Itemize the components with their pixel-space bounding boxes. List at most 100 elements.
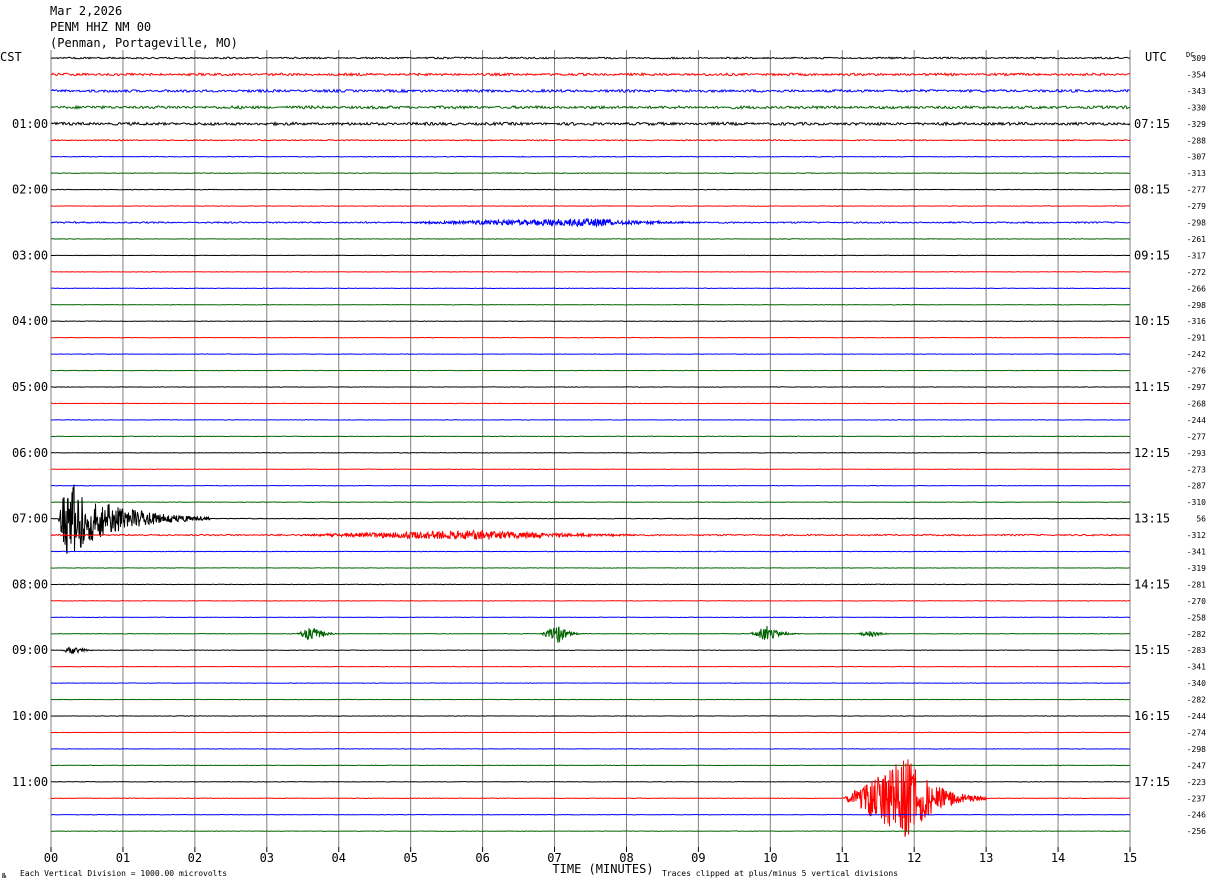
dc-offset-label: -282 xyxy=(1187,630,1206,639)
x-tick-label: 06 xyxy=(475,851,489,865)
dc-offset-label: -283 xyxy=(1187,646,1206,655)
x-tick-label: 00 xyxy=(44,851,58,865)
x-tick-label: 04 xyxy=(332,851,346,865)
trace-line xyxy=(50,698,1131,701)
trace-line xyxy=(50,748,1131,750)
trace-line xyxy=(50,88,1131,94)
utc-hour-label: 10:15 xyxy=(1134,314,1170,328)
dc-offset-label: -319 xyxy=(1187,564,1206,573)
dc-offset-label: -223 xyxy=(1187,778,1206,787)
trace-line xyxy=(50,104,1131,111)
dc-offset-label: -246 xyxy=(1187,811,1206,820)
x-tick-label: 02 xyxy=(188,851,202,865)
dc-offset-label: -287 xyxy=(1187,482,1206,491)
axis-labels: 00 01 02 03 04 05 06 07 08 09 10 11 12 13 14 15 309 -354 -… xyxy=(12,54,1206,865)
dc-offset-label: -261 xyxy=(1187,235,1206,244)
x-tick-label: 14 xyxy=(1051,851,1065,865)
dc-offset-label: -277 xyxy=(1187,186,1206,195)
trace-line xyxy=(50,120,1131,127)
utc-hour-label: 15:15 xyxy=(1134,643,1170,657)
dc-offset-label: -343 xyxy=(1187,87,1206,96)
utc-hour-label: 11:15 xyxy=(1134,380,1170,394)
dc-offset-label: -266 xyxy=(1187,284,1206,293)
dc-offset-label: -341 xyxy=(1187,548,1206,557)
utc-axis-label: UTC xyxy=(1145,50,1167,64)
cst-hour-label: 09:00 xyxy=(12,643,48,657)
x-tick-label: 05 xyxy=(403,851,417,865)
record-date: Mar 2,2026 xyxy=(50,4,123,18)
dc-offset-label: -244 xyxy=(1187,712,1206,721)
x-tick-label: 08 xyxy=(619,851,633,865)
trace-line xyxy=(50,155,1131,158)
trace-line xyxy=(50,813,1131,816)
cst-hour-label: 06:00 xyxy=(12,446,48,460)
trace-line xyxy=(50,287,1131,290)
trace-line xyxy=(50,781,1131,783)
dc-offset-label: -298 xyxy=(1187,745,1206,754)
dc-offset-label: -317 xyxy=(1187,251,1206,260)
dc-offset-label: -281 xyxy=(1187,580,1206,589)
utc-hour-label: 12:15 xyxy=(1134,446,1170,460)
trace-line xyxy=(50,56,1131,60)
dc-offset-label: -276 xyxy=(1187,367,1206,376)
dc-offset-label: -298 xyxy=(1187,219,1206,228)
trace-line xyxy=(50,665,1131,668)
trace-line xyxy=(50,172,1131,175)
cst-hour-label: 03:00 xyxy=(12,248,48,262)
dc-offset-label: -330 xyxy=(1187,103,1206,112)
utc-hour-label: 17:15 xyxy=(1134,775,1170,789)
x-tick-label: 09 xyxy=(691,851,705,865)
x-tick-label: 01 xyxy=(116,851,130,865)
dc-offset-label: -316 xyxy=(1187,317,1206,326)
cst-hour-label: 02:00 xyxy=(12,183,48,197)
grid-lines xyxy=(50,50,1131,852)
station-code: PENM HHZ NM 00 xyxy=(50,20,152,34)
x-axis-title: TIME (MINUTES) xyxy=(552,862,653,876)
trace-line xyxy=(50,583,1131,586)
dc-offset-label: -298 xyxy=(1187,301,1206,310)
x-tick-label: 15 xyxy=(1123,851,1137,865)
x-tick-label: 11 xyxy=(835,851,849,865)
utc-hour-label: 14:15 xyxy=(1134,577,1170,591)
dc-offset-label: -270 xyxy=(1187,597,1206,606)
dc-offset-label: -310 xyxy=(1187,498,1206,507)
utc-hour-label: 08:15 xyxy=(1134,183,1170,197)
dc-offset-label: -341 xyxy=(1187,663,1206,672)
trace-line xyxy=(50,625,1131,643)
trace-line xyxy=(50,71,1131,77)
clip-note: Traces clipped at plus/minus 5 vertical … xyxy=(662,869,898,878)
dc-offset-label: -307 xyxy=(1187,153,1206,162)
dc-offset-label: -244 xyxy=(1187,416,1206,425)
utc-hour-label: 09:15 xyxy=(1134,248,1170,262)
trace-line xyxy=(50,484,1131,554)
cst-hour-label: 05:00 xyxy=(12,380,48,394)
utc-hour-label: 13:15 xyxy=(1134,512,1170,526)
cst-hour-label: 11:00 xyxy=(12,775,48,789)
cst-hour-label: 01:00 xyxy=(12,117,48,131)
dc-offset-label: -274 xyxy=(1187,728,1206,737)
dc-offset-label: -340 xyxy=(1187,679,1206,688)
dc-offset-label: -247 xyxy=(1187,761,1206,770)
dc-offset-header: DC xyxy=(1186,51,1194,59)
trace-line xyxy=(50,238,1131,240)
utc-hour-label: 07:15 xyxy=(1134,117,1170,131)
trace-line xyxy=(50,188,1131,191)
x-tick-label: 07 xyxy=(547,851,561,865)
dc-offset-label: -297 xyxy=(1187,383,1206,392)
dc-offset-label: -329 xyxy=(1187,120,1206,129)
dc-offset-label: -272 xyxy=(1187,268,1206,277)
trace-line xyxy=(50,759,1131,837)
dc-offset-label: -242 xyxy=(1187,350,1206,359)
cst-hour-label: 10:00 xyxy=(12,709,48,723)
dc-offset-label: -288 xyxy=(1187,136,1206,145)
trace-line xyxy=(50,646,1131,655)
dc-offset-label: -277 xyxy=(1187,432,1206,441)
trace-line xyxy=(50,468,1131,471)
x-tick-label: 10 xyxy=(763,851,777,865)
trace-line xyxy=(50,764,1131,767)
dc-offset-label: 56 xyxy=(1196,515,1206,524)
trace-line xyxy=(50,218,1131,228)
cst-hour-label: 07:00 xyxy=(12,512,48,526)
trace-line xyxy=(50,529,1131,541)
trace-line xyxy=(50,550,1131,553)
